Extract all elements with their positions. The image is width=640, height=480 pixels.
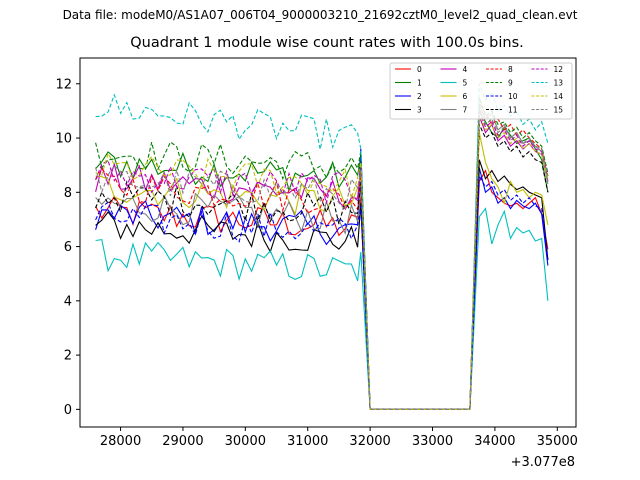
x-tick-label: 28000 <box>100 434 141 449</box>
series-line-10 <box>95 174 549 410</box>
legend-label-15: 15 <box>554 106 564 115</box>
y-tick-label: 4 <box>64 294 72 309</box>
x-offset-label: +3.077e8 <box>511 455 575 470</box>
legend-label-5: 5 <box>463 79 468 88</box>
series-line-5 <box>95 207 549 410</box>
x-tick-label: 29000 <box>162 434 203 449</box>
series-layer <box>95 83 549 410</box>
legend-box <box>389 62 573 120</box>
legend-label-8: 8 <box>508 65 513 74</box>
legend-label-6: 6 <box>463 92 468 101</box>
series-line-0 <box>95 169 549 410</box>
y-tick-label: 2 <box>64 349 72 364</box>
y-tick-label: 10 <box>55 132 72 147</box>
series-line-14 <box>95 113 549 410</box>
x-tick-label: 32000 <box>349 434 390 449</box>
legend-label-3: 3 <box>417 106 422 115</box>
y-tick-label: 12 <box>55 77 72 92</box>
series-line-8 <box>95 100 549 410</box>
legend-label-11: 11 <box>508 106 518 115</box>
series-line-2 <box>95 148 549 410</box>
series-line-15 <box>95 108 549 410</box>
axes-frame <box>79 57 577 428</box>
x-tick-label: 30000 <box>225 434 266 449</box>
legend-label-1: 1 <box>417 79 422 88</box>
legend-label-2: 2 <box>417 92 422 101</box>
x-tick-label: 35000 <box>537 434 578 449</box>
legend-label-10: 10 <box>508 92 518 101</box>
x-tick-label: 34000 <box>474 434 515 449</box>
legend-label-9: 9 <box>508 79 513 88</box>
chart-title: Quadrant 1 module wise count rates with … <box>130 35 524 51</box>
series-line-11 <box>95 124 549 410</box>
x-axis: 28000 29000 30000 31000 32000 33000 34000 35000 <box>100 427 578 449</box>
series-line-7 <box>95 105 549 410</box>
series-line-12 <box>95 110 549 410</box>
x-tick-label: 33000 <box>412 434 453 449</box>
figure-suptitle: Data file: modeM0/AS1A07_006T04_90000032… <box>62 8 578 22</box>
legend-label-7: 7 <box>463 106 468 115</box>
legend-label-14: 14 <box>554 92 564 101</box>
x-tick-label: 31000 <box>287 434 328 449</box>
y-tick-label: 8 <box>64 186 72 201</box>
y-tick-label: 6 <box>64 240 72 255</box>
y-axis: 0 2 4 6 8 10 12 <box>55 77 80 418</box>
legend-label-13: 13 <box>554 79 564 88</box>
legend-label-4: 4 <box>463 65 468 74</box>
legend-label-12: 12 <box>554 65 564 74</box>
y-tick-label: 0 <box>64 403 72 418</box>
legend-label-0: 0 <box>417 65 422 74</box>
series-line-13 <box>95 83 549 410</box>
